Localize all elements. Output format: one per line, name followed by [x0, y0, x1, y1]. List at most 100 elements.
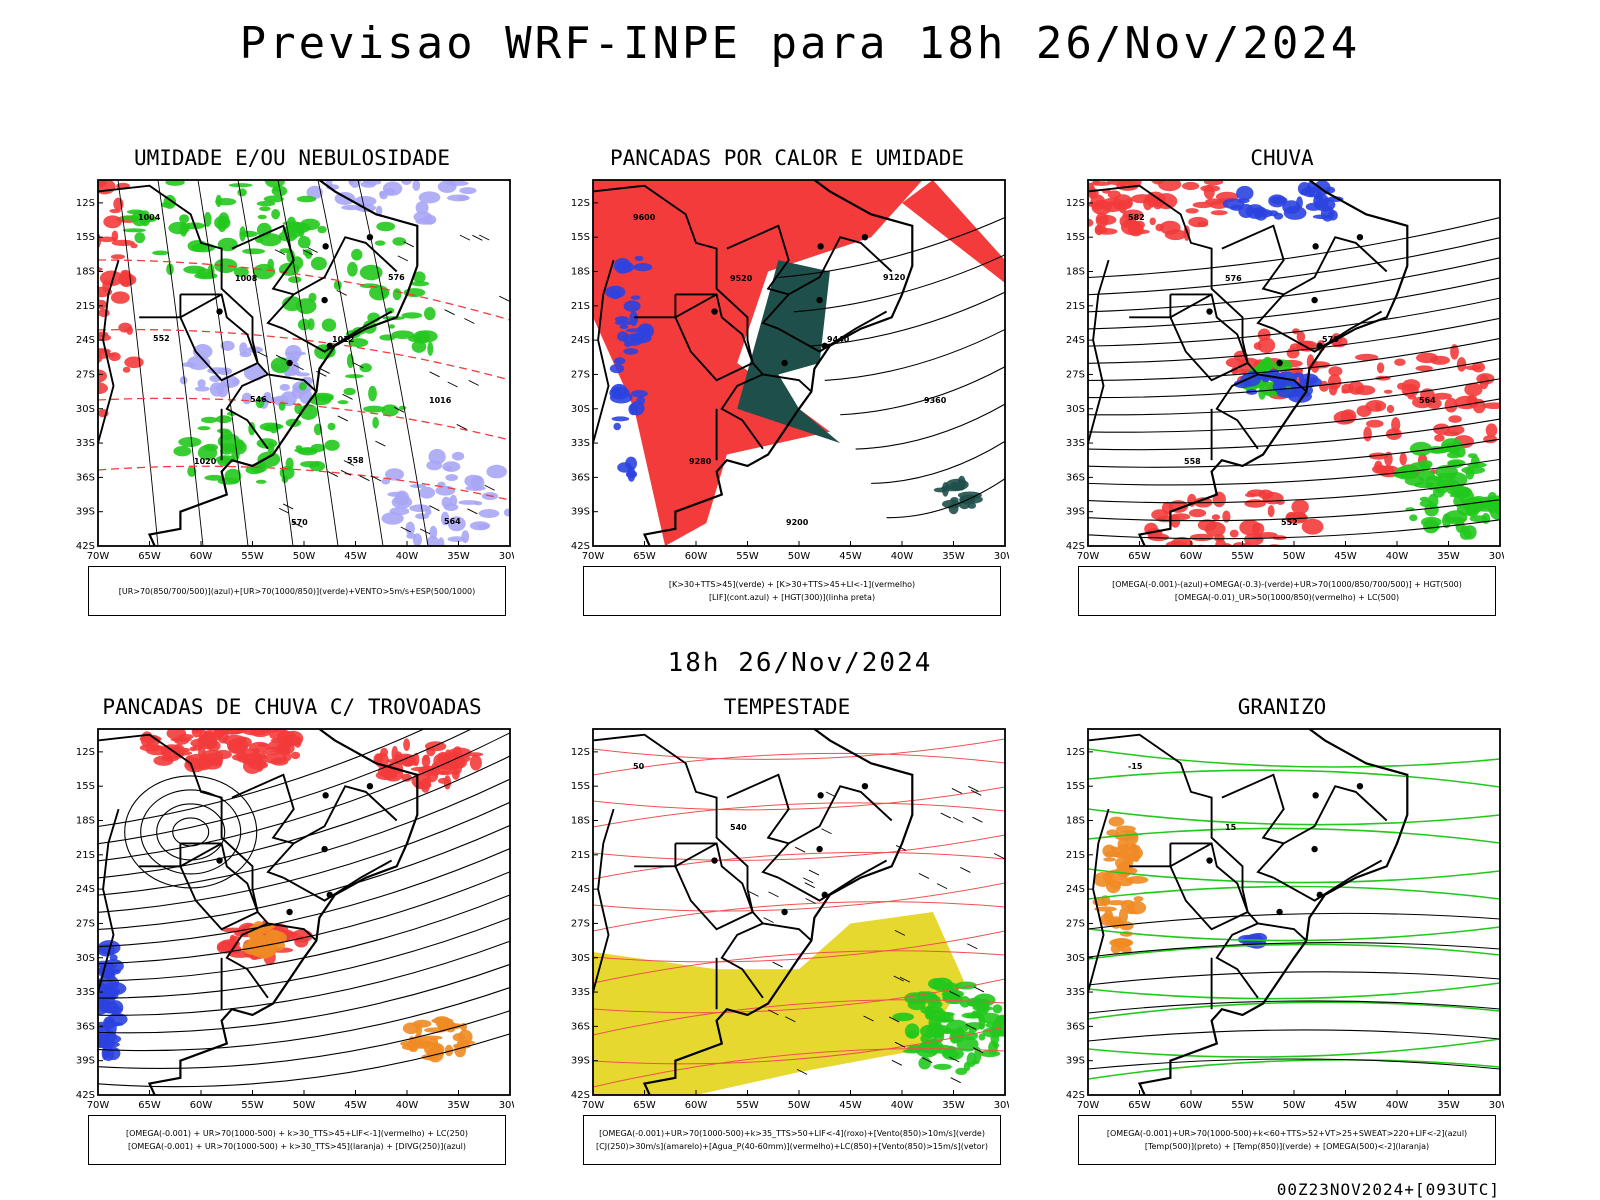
- lat-tick-label: 18S: [571, 816, 590, 827]
- map-plot: 1004100810121016102057057655254655856412…: [76, 179, 514, 562]
- map-frame: [1087, 728, 1501, 1096]
- field-patches: [1088, 180, 1500, 546]
- lon-tick-label: 70W: [87, 551, 110, 562]
- map-plot: 582 576 570 564 558 552 12S 15S 18S 21S 24S 27S 30S 3…: [1066, 179, 1504, 562]
- legend-box: [OMEGA(-0.001)+UR>70(1000-500)+k<60+TTS>…: [1078, 1115, 1496, 1165]
- lat-tick-label: 12S: [76, 747, 95, 758]
- lon-tick-label: 65W: [138, 551, 161, 562]
- contours: [1088, 748, 1500, 1080]
- contour-label: 576: [1225, 274, 1242, 283]
- legend-line: [K>30+TTS>45](verde) + [K>30+TTS>45+LI<-…: [668, 580, 916, 589]
- lat-tick-label: 21S: [571, 301, 590, 312]
- lon-tick-label: 70W: [1077, 551, 1100, 562]
- contour-label: 9120: [883, 273, 906, 282]
- political-boundaries: [593, 729, 914, 1095]
- lon-tick-label: 70W: [582, 1100, 605, 1111]
- contour-label: -15: [1128, 762, 1143, 771]
- lat-tick-label: 39S: [571, 507, 590, 518]
- lon-tick-label: 65W: [633, 1100, 656, 1111]
- li-area: [737, 260, 841, 444]
- contour-label-group: 9600 9520 9440 9360 9280 9200 9120: [633, 213, 947, 527]
- contour-label: 9520: [730, 274, 753, 283]
- lat-tick-label: 30S: [1066, 404, 1085, 415]
- contour-label: 9280: [689, 457, 712, 466]
- lon-tick-label: 65W: [1128, 551, 1151, 562]
- instability-fill: [593, 180, 1005, 546]
- lat-tick-label: 36S: [1066, 472, 1085, 483]
- lon-tick-label: 60W: [190, 1100, 213, 1111]
- lon-tick-label: 60W: [685, 1100, 708, 1111]
- contours: [593, 738, 1005, 1088]
- lat-tick-label: 30S: [571, 404, 590, 415]
- map-plot: -15 15 12S 15S 18S 21S 24S 27S 30S 33S 36S 39S 42S70…: [1066, 728, 1504, 1111]
- lon-tick-label: 65W: [633, 551, 656, 562]
- contour-label: 570: [1322, 335, 1339, 344]
- lon-tick-label: 30W: [499, 551, 514, 562]
- contours: [1088, 216, 1500, 540]
- lat-tick-label: 18S: [76, 816, 95, 827]
- lat-tick-label: 39S: [1066, 1056, 1085, 1067]
- contour-label: 1004: [138, 213, 161, 222]
- political-boundaries: [593, 180, 914, 546]
- lat-tick-label: 39S: [76, 1056, 95, 1067]
- lat-tick-label: 24S: [76, 884, 95, 895]
- contour-label-group: -15 15: [1128, 762, 1237, 832]
- lat-tick-label: 33S: [571, 987, 590, 998]
- lat-tick-label: 27S: [1066, 369, 1085, 380]
- contour-label: 1016: [429, 396, 452, 405]
- contour-label: 9360: [924, 396, 947, 405]
- panel-umidade: UMIDADE E/OU NEBULOSIDADE 1004 1008 1012 101…: [72, 146, 514, 636]
- contours: [98, 729, 510, 1088]
- lat-tick-label: 42S: [1066, 541, 1085, 552]
- contours: [98, 180, 510, 546]
- lon-tick-label: 40W: [1386, 551, 1409, 562]
- lat-tick-label: 39S: [571, 1056, 590, 1067]
- lon-tick-label: 45W: [1334, 1100, 1357, 1111]
- lon-tick-label: 50W: [788, 551, 811, 562]
- legend-line: [OMEGA(-0.001) + UR>70(1000-500) + k>30_…: [127, 1142, 467, 1151]
- lon-tick-label: 40W: [396, 1100, 419, 1111]
- lat-tick-label: 36S: [76, 472, 95, 483]
- map-layer: -15 15: [1088, 729, 1500, 1095]
- contour-label-group: 1004 1008 1012 1016 1020 570 576 552 546 558 564: [138, 213, 461, 527]
- lon-tick-label: 65W: [138, 1100, 161, 1111]
- map-layer: 9600 9520 9440 9360 9280 9200 9120: [593, 180, 1005, 546]
- contour-label: 558: [1184, 457, 1201, 466]
- lon-tick-label: 45W: [839, 551, 862, 562]
- lat-tick-label: 12S: [1066, 747, 1085, 758]
- lat-tick-label: 24S: [76, 335, 95, 346]
- run-stamp: 00Z23NOV2024+[093UTC]: [1276, 1180, 1500, 1199]
- lon-tick-label: 40W: [891, 1100, 914, 1111]
- lat-tick-label: 33S: [76, 987, 95, 998]
- lat-tick-label: 12S: [571, 747, 590, 758]
- lon-tick-label: 40W: [396, 551, 419, 562]
- lat-tick-label: 15S: [571, 781, 590, 792]
- lon-tick-label: 60W: [190, 551, 213, 562]
- contour-label: 9440: [827, 335, 850, 344]
- lat-tick-label: 42S: [571, 541, 590, 552]
- panel-granizo: GRANIZO -15 15 12S 15S 18S 21S 24S 27S 30S 33S 36S 3…: [1062, 695, 1504, 1185]
- contour-label-group: 582 576 570 564 558 552: [1128, 213, 1436, 527]
- lon-tick-label: 55W: [1231, 1100, 1254, 1111]
- lon-tick-label: 35W: [447, 551, 470, 562]
- panel-trovoadas: PANCADAS DE CHUVA C/ TROVOADAS 12S 15S 18S 2…: [72, 695, 514, 1185]
- contour-label: 1008: [235, 274, 258, 283]
- lat-tick-label: 27S: [571, 918, 590, 929]
- lon-tick-label: 35W: [1437, 1100, 1460, 1111]
- lon-tick-label: 55W: [241, 551, 264, 562]
- political-boundaries: [98, 180, 419, 546]
- map-layer: 1004 1008 1012 1016 1020 570 576 552 546 558 564: [98, 180, 510, 546]
- contour-label: 9600: [633, 213, 656, 222]
- contour-label: 540: [730, 823, 747, 832]
- lon-tick-label: 70W: [87, 1100, 110, 1111]
- lat-tick-label: 12S: [76, 198, 95, 209]
- lat-tick-label: 42S: [571, 1090, 590, 1101]
- legend-line: [CJ(250)>30m/s](amarelo)+[Agua_P(40-60mm…: [596, 1142, 988, 1151]
- lon-tick-label: 45W: [344, 1100, 367, 1111]
- lat-tick-label: 15S: [1066, 232, 1085, 243]
- panel-pancadas-calor: PANCADAS POR CALOR E UMIDADE 9600 9520 9440…: [567, 146, 1009, 636]
- lon-tick-label: 50W: [1283, 1100, 1306, 1111]
